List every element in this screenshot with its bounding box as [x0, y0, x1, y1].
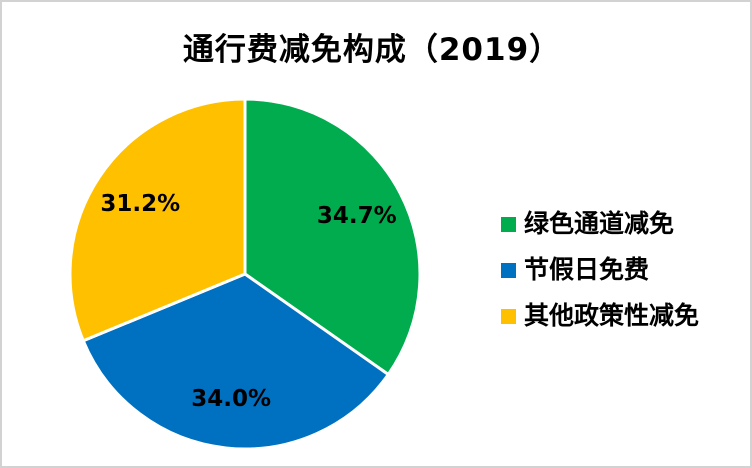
legend-item-2: 其他政策性减免	[501, 301, 699, 331]
legend-label: 绿色通道减免	[524, 209, 675, 238]
legend-label: 其他政策性减免	[524, 301, 700, 330]
pie-slice-label-0: 34.7%	[317, 203, 397, 229]
legend-swatch-icon	[501, 308, 516, 324]
legend-item-0: 绿色通道减免	[501, 209, 699, 239]
pie-slice-0	[243, 97, 422, 376]
pie-slice-label-1: 34.0%	[191, 386, 271, 412]
pie-slice-2	[68, 97, 247, 343]
legend-swatch-icon	[501, 262, 516, 278]
legend-item-1: 节假日免费	[501, 255, 699, 285]
legend-swatch-icon	[501, 216, 516, 232]
pie-slice-label-2: 31.2%	[100, 191, 180, 217]
legend-label: 节假日免费	[524, 255, 650, 284]
chart-title: 通行费减免构成（2019）	[182, 32, 562, 68]
pie-slice-1	[81, 272, 390, 451]
legend: 绿色通道减免 节假日免费其他政策性减免	[501, 209, 699, 331]
